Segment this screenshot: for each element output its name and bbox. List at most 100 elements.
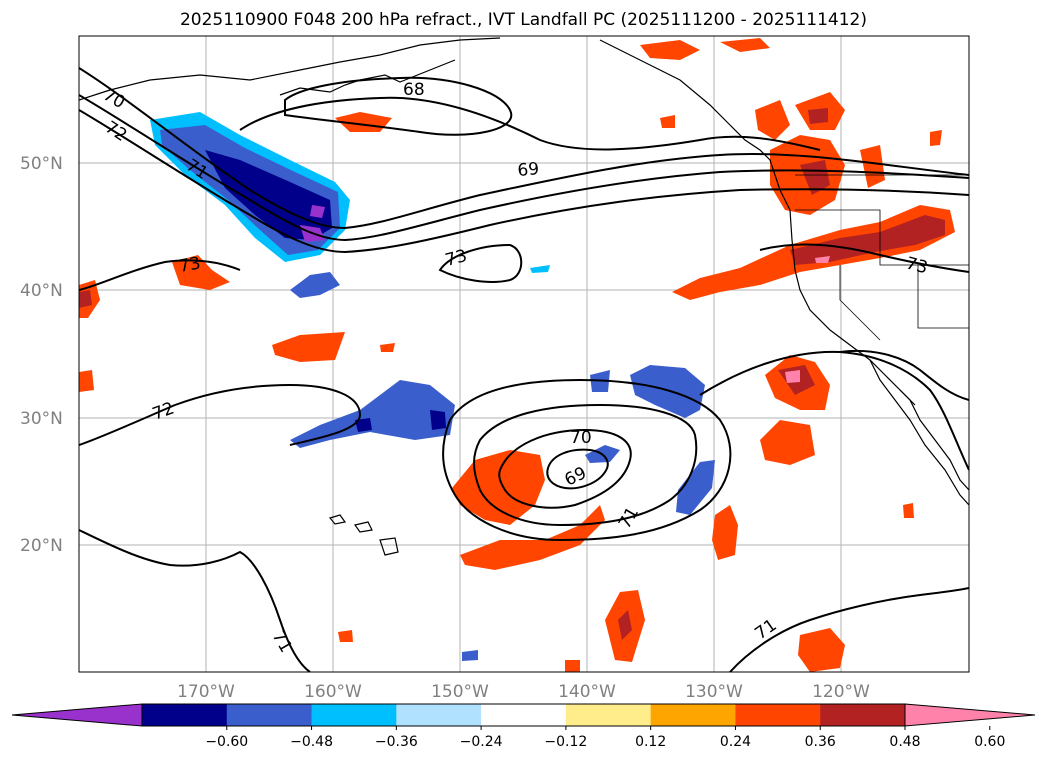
red-patch-ca-band-dark: [790, 215, 945, 265]
contour-70-nw: [79, 67, 969, 230]
lon-label-150w: 150°W: [431, 682, 489, 702]
blue-patch-2: [290, 272, 340, 298]
colorbar-segment: [311, 704, 397, 726]
map-frame: [78, 35, 970, 673]
contour-69-center: [546, 448, 609, 490]
contour-68: [284, 76, 513, 136]
colorbar-tick-label: −0.60: [205, 734, 248, 750]
contour-73-east: [438, 243, 523, 283]
red-patch-bc2-dark: [808, 108, 828, 124]
red-patch-mex1: [712, 505, 738, 560]
coastlines: [79, 37, 969, 556]
contour-72-east: [839, 349, 969, 401]
pink-spot-baja: [785, 370, 800, 383]
lon-label-120w: 120°W: [812, 682, 870, 702]
us-west-coast: [779, 189, 916, 406]
baja-inner: [899, 389, 969, 491]
colorbar-tick-label: 0.60: [974, 734, 1005, 750]
lon-label-140w: 140°W: [558, 682, 616, 702]
lon-label-160w: 160°W: [304, 682, 362, 702]
pink-spot-ca: [815, 256, 830, 263]
colorbar-tick-label: −0.12: [544, 734, 587, 750]
lon-labels: 170°W 160°W 150°W 140°W 130°W 120°W: [177, 682, 870, 702]
hawaii-2: [353, 521, 373, 533]
red-patch-bc3: [860, 145, 885, 188]
contour-71-center: [473, 403, 698, 527]
contour-71-w-loop: [79, 529, 311, 672]
lat-label-30n: 30°N: [20, 409, 63, 429]
hawaii-3: [379, 537, 399, 556]
baja-coast: [869, 359, 969, 506]
lat-label-40n: 40°N: [20, 281, 63, 301]
colorbar-segment: [142, 704, 228, 726]
refractivity-contours: [79, 67, 969, 672]
colorbar-segment: [735, 704, 821, 726]
lon-label-130w: 130°W: [685, 682, 743, 702]
contour-70-center: [498, 428, 632, 509]
colorbar-tick-label: 0.36: [805, 734, 836, 750]
contour-label: 69: [517, 159, 540, 181]
red-patch-baja2: [760, 420, 815, 465]
colorbar-tick-label: 0.12: [635, 734, 666, 750]
colorbar-extend-high: [904, 703, 1036, 727]
blue-patch-9: [530, 265, 550, 273]
red-patch-w2: [79, 370, 94, 392]
red-patch-160: [272, 332, 345, 362]
red-patch-mex2: [798, 628, 845, 672]
colorbar-tick-label: 0.48: [889, 734, 920, 750]
contour-73-ne: [759, 243, 969, 273]
colorbar-tick-label: −0.36: [375, 734, 418, 750]
red-patch-pnw-dark: [800, 160, 830, 195]
contour-71-east: [699, 350, 969, 471]
red-patch-bc1: [755, 100, 790, 140]
red-patch-misc8: [720, 38, 770, 52]
red-patch-center-lower: [460, 505, 605, 570]
blue-patch-8: [462, 650, 478, 661]
colorbar-segment: [565, 704, 652, 726]
colorbar-frame: [141, 703, 906, 727]
red-patch-misc1: [660, 115, 675, 128]
graticule: [79, 36, 969, 672]
red-patch-misc6: [903, 503, 914, 518]
contour-72-w: [79, 383, 362, 446]
blue-patch-nw-purple2: [310, 205, 325, 218]
blue-patch-5: [630, 365, 705, 418]
bc-coast: [599, 39, 781, 191]
colorbar: −0.60 −0.48 −0.36 −0.24 −0.12 0.12 0.24 0.36 0.4…: [11, 703, 1036, 750]
contour-label: 73: [177, 253, 202, 276]
colorbar-tick-label: −0.24: [460, 734, 503, 750]
red-patch-misc5: [565, 660, 580, 672]
alaska-coast: [79, 37, 501, 101]
lat-label-50n: 50°N: [20, 154, 63, 174]
colorbar-segment: [226, 704, 313, 726]
contour-label: 68: [403, 80, 425, 100]
lat-label-20n: 20°N: [20, 536, 63, 556]
colorbar-segment: [820, 704, 906, 726]
contour-72-center-big: [442, 378, 732, 542]
red-patch-west-dark: [79, 290, 92, 308]
lon-label-170w: 170°W: [177, 682, 235, 702]
blue-patch-3: [290, 380, 455, 448]
red-patch-misc3: [338, 630, 353, 642]
colorbar-segment: [650, 704, 736, 726]
blue-patch-3-dark: [355, 418, 372, 432]
contour-69: [239, 96, 821, 151]
colorbar-segment: [481, 704, 567, 726]
lat-labels: 50°N 40°N 30°N 20°N: [20, 154, 63, 556]
contour-72-nw: [79, 94, 969, 242]
colorbar-extend-low: [11, 703, 143, 727]
blue-patch-6: [676, 460, 715, 515]
contour-73-w: [79, 259, 241, 291]
red-patch-south1-dark: [618, 610, 632, 640]
colorbar-segment: [396, 704, 482, 726]
contour-71-se: [729, 587, 969, 672]
red-patch-misc2: [930, 130, 942, 146]
red-patch-misc7: [640, 40, 700, 60]
hawaii-1: [328, 514, 347, 525]
map-title: 2025110900 F048 200 hPa refract., IVT La…: [179, 10, 867, 30]
colorbar-tick-label: 0.24: [720, 734, 751, 750]
contour-label: 70: [570, 428, 592, 448]
red-patch-170: [172, 255, 230, 290]
blue-patch-3-dark2: [430, 410, 446, 430]
